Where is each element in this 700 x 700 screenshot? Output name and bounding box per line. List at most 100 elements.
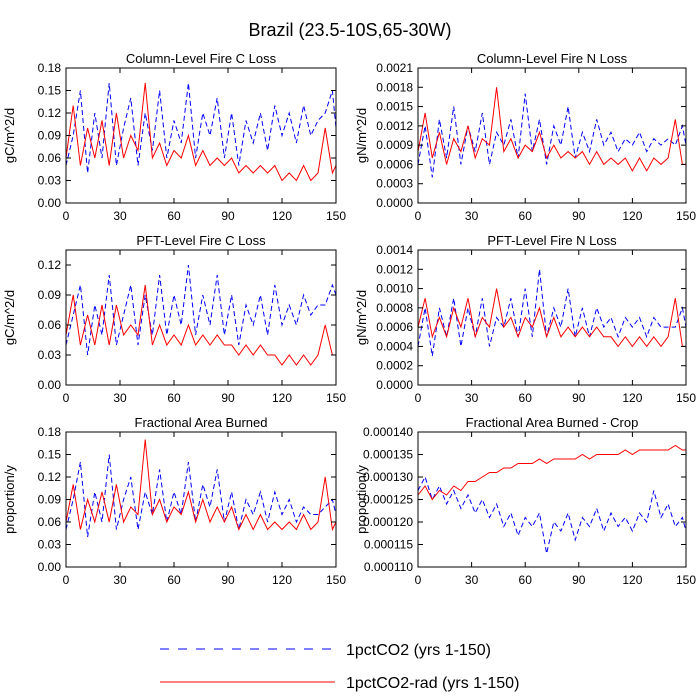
y-tick-label: 0.09: [38, 493, 62, 507]
x-tick-label: 60: [167, 573, 181, 587]
series-line-1pctco2: [66, 264, 336, 356]
panel-3: PFT-Level Fire C Loss gC/m^2/d 0 30 60 90 120 1…: [2, 233, 346, 405]
legend: 1pctCO2 (yrs 1-150) 1pctCO2-rad (yrs 1-1…: [160, 642, 519, 692]
plot-frame: [417, 249, 687, 386]
x-tick-label: 120: [622, 209, 642, 223]
series-line-1pctco2: [66, 82, 336, 174]
panels: Column-Level Fire C Loss gC/m^2/d 0 30 60 90 1…: [2, 51, 696, 587]
y-axis-label: gN/m^2/d: [354, 290, 369, 345]
y-tick-label: 0.0012: [376, 119, 413, 133]
x-tick-label: 30: [113, 391, 127, 405]
x-tick-label: 30: [465, 209, 479, 223]
x-tick-label: 150: [326, 209, 346, 223]
y-axis-label: proportion/y: [354, 465, 369, 534]
x-tick-label: 120: [272, 573, 292, 587]
y-tick-label: 0.15: [38, 448, 62, 462]
y-axis-label: gC/m^2/d: [2, 290, 17, 345]
panel-title: Fractional Area Burned - Crop: [466, 415, 639, 430]
plot-frame: [65, 249, 337, 386]
x-tick-label: 0: [63, 209, 70, 223]
plot-frame: [417, 67, 687, 204]
y-tick-label: 0.06: [38, 318, 62, 332]
series-line-1pctco2-rad: [66, 284, 336, 366]
main-title: Brazil (23.5-10S,65-30W): [248, 20, 451, 40]
series-line-1pctco2: [418, 93, 686, 178]
y-tick-label: 0.00: [38, 196, 62, 210]
y-tick-label: 0.06: [38, 515, 62, 529]
y-axis-label: proportion/y: [2, 465, 17, 534]
y-tick-label: 0.0003: [376, 177, 413, 191]
panel-2: Column-Level Fire N Loss gN/m^2/d 0 30 60 90 1…: [354, 51, 696, 223]
series-line-1pctco2-rad: [418, 87, 686, 172]
panel-title: PFT-Level Fire N Loss: [487, 233, 617, 248]
plot-frame: [65, 431, 337, 568]
x-tick-label: 60: [519, 209, 533, 223]
panel-title: Fractional Area Burned: [135, 415, 268, 430]
y-tick-label: 0.00: [38, 560, 62, 574]
panel-title: Column-Level Fire N Loss: [477, 51, 628, 66]
x-tick-label: 30: [465, 573, 479, 587]
y-tick-label: 0.0012: [376, 262, 413, 276]
x-tick-label: 150: [676, 209, 696, 223]
x-tick-label: 90: [572, 573, 586, 587]
panel-5: Fractional Area Burned proportion/y 0 30 60 9…: [2, 415, 346, 587]
series-line-1pctco2-rad: [418, 444, 686, 501]
panel-title: Column-Level Fire C Loss: [126, 51, 277, 66]
y-tick-label: 0.0015: [376, 100, 413, 114]
y-tick-label: 0.0002: [376, 359, 413, 373]
x-tick-label: 150: [326, 573, 346, 587]
legend-label-1pctco2-rad: 1pctCO2-rad (yrs 1-150): [346, 675, 519, 692]
series-line-1pctco2: [418, 475, 686, 554]
y-tick-label: 0.0009: [376, 138, 413, 152]
series-line-1pctco2: [66, 454, 336, 538]
y-tick-label: 0.0018: [376, 80, 413, 94]
y-tick-label: 0.0021: [376, 61, 413, 75]
x-tick-label: 120: [622, 391, 642, 405]
y-tick-label: 0.18: [38, 425, 62, 439]
y-tick-label: 0.03: [38, 174, 62, 188]
y-tick-label: 0.06: [38, 151, 62, 165]
legend-label-1pctco2: 1pctCO2 (yrs 1-150): [346, 642, 491, 659]
x-tick-label: 120: [272, 209, 292, 223]
series-line-1pctco2-rad: [66, 82, 336, 182]
y-tick-label: 0.0006: [376, 157, 413, 171]
y-tick-label: 0.000115: [364, 538, 413, 552]
x-tick-label: 90: [221, 573, 235, 587]
y-tick-label: 0.00: [38, 378, 62, 392]
series-line-1pctco2: [418, 269, 686, 357]
x-tick-label: 150: [676, 573, 696, 587]
series-line-1pctco2-rad: [66, 439, 336, 532]
plot-frame: [417, 431, 687, 568]
x-tick-label: 90: [572, 209, 586, 223]
x-tick-label: 0: [63, 573, 70, 587]
x-tick-label: 30: [465, 391, 479, 405]
x-tick-label: 60: [167, 209, 181, 223]
x-tick-label: 0: [415, 391, 422, 405]
y-tick-label: 0.0010: [376, 282, 413, 296]
plot-frame: [65, 67, 337, 204]
y-tick-label: 0.0006: [376, 320, 413, 334]
x-tick-label: 150: [326, 391, 346, 405]
x-tick-label: 90: [572, 391, 586, 405]
y-tick-label: 0.12: [38, 470, 62, 484]
y-tick-label: 0.000125: [363, 493, 413, 507]
x-tick-label: 90: [221, 209, 235, 223]
y-tick-label: 0.0014: [376, 243, 413, 257]
y-tick-label: 0.18: [38, 61, 62, 75]
series-line-1pctco2-rad: [418, 288, 686, 348]
x-tick-label: 0: [415, 209, 422, 223]
y-tick-label: 0.000120: [363, 515, 413, 529]
x-tick-label: 30: [113, 209, 127, 223]
y-tick-label: 0.0008: [376, 301, 413, 315]
panel-title: PFT-Level Fire C Loss: [136, 233, 266, 248]
y-tick-label: 0.12: [38, 106, 62, 120]
x-tick-label: 150: [676, 391, 696, 405]
y-tick-label: 0.15: [38, 84, 62, 98]
y-axis-label: gC/m^2/d: [2, 108, 17, 163]
y-axis-label: gN/m^2/d: [354, 108, 369, 163]
panel-1: Column-Level Fire C Loss gC/m^2/d 0 30 60 90 1…: [2, 51, 346, 223]
x-tick-label: 60: [519, 391, 533, 405]
x-tick-label: 90: [221, 391, 235, 405]
y-tick-label: 0.000130: [363, 470, 413, 484]
